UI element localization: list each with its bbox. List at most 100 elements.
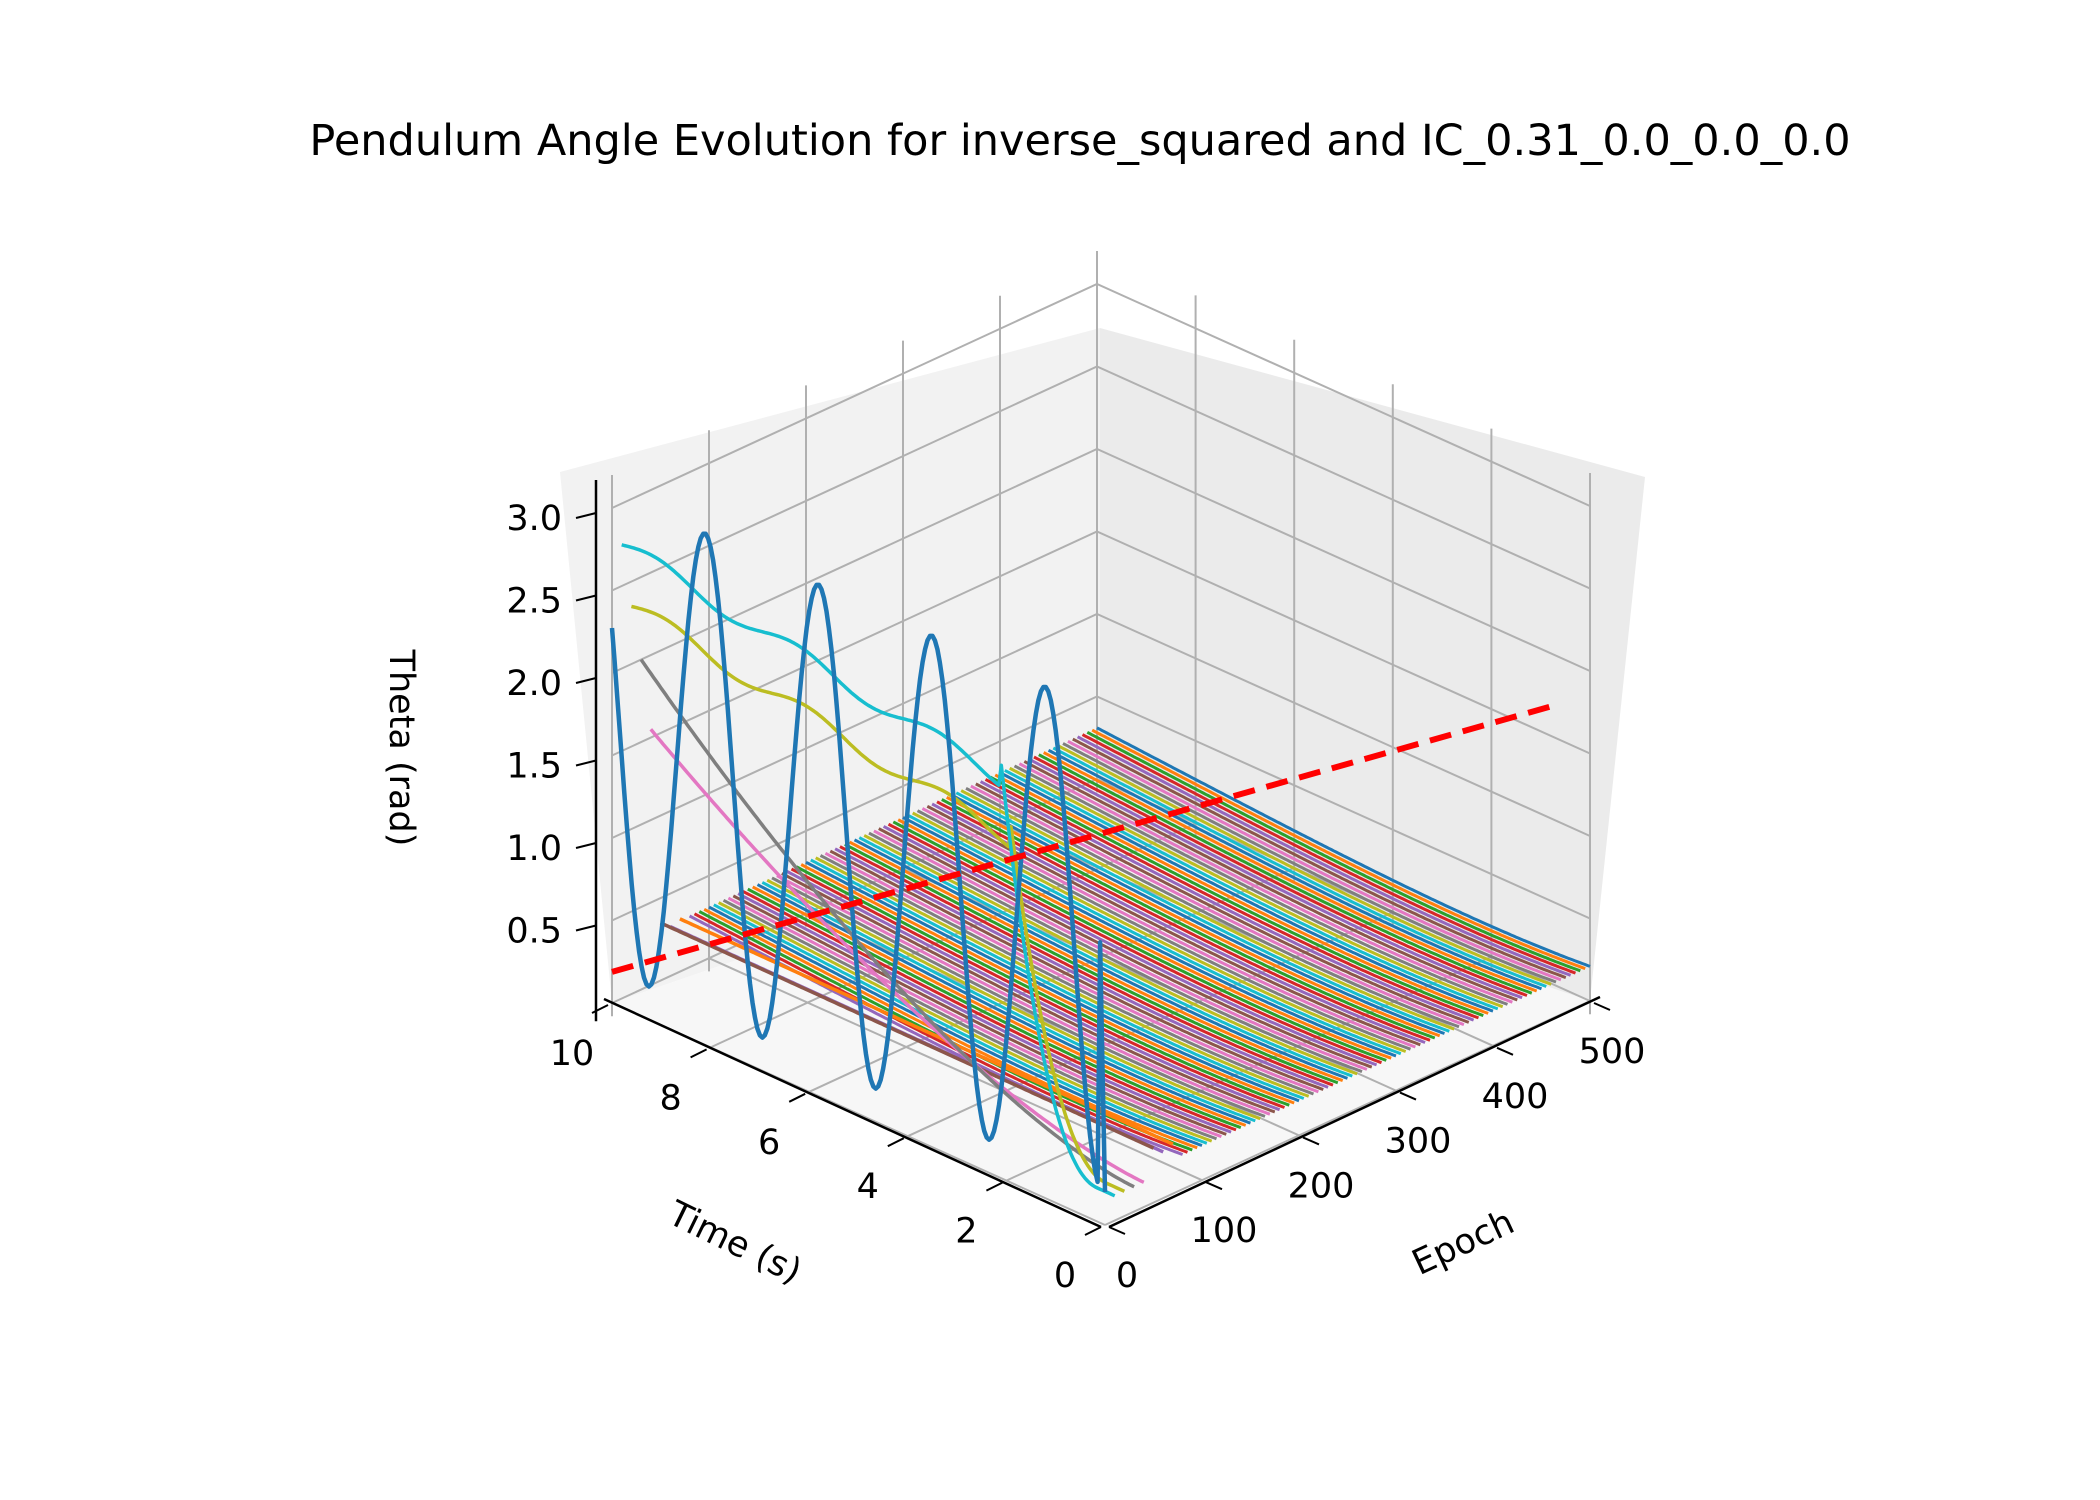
- series-line-epoch-70: [679, 917, 1174, 1146]
- converged-series-line: [921, 807, 1416, 1049]
- series-line-epoch-10: [621, 543, 1116, 1198]
- y-tick-label: 0: [1054, 1256, 1076, 1296]
- converged-series-line: [1023, 760, 1518, 1002]
- y-tick-label: 10: [550, 1034, 595, 1074]
- converged-series-line: [708, 905, 1203, 1147]
- x-tick-label: 500: [1579, 1032, 1646, 1072]
- z-tick-label: 3.0: [506, 499, 562, 539]
- z-tick-mark: [575, 759, 597, 767]
- converged-series-line: [810, 858, 1305, 1100]
- converged-series-line: [1028, 757, 1523, 1000]
- converged-series-line: [1072, 737, 1567, 980]
- x-tick-label: 100: [1191, 1211, 1258, 1251]
- series-line-epoch-30: [639, 658, 1135, 1189]
- converged-series-line: [703, 907, 1198, 1150]
- floor-grid-epoch: [708, 957, 1203, 1182]
- wall-grid-horizontal: [611, 530, 1591, 757]
- series-line-epoch-0: [609, 531, 1108, 1193]
- y-tick-mark: [591, 1004, 609, 1014]
- z-tick-mark: [575, 677, 597, 684]
- x-tick-mark: [1108, 1226, 1126, 1235]
- converged-series-line: [882, 825, 1378, 1067]
- x-axis-line: [1108, 995, 1601, 1229]
- converged-series-line: [781, 872, 1276, 1114]
- chart-title: Pendulum Angle Evolution for inverse_squ…: [309, 116, 1850, 166]
- axes: [575, 480, 1611, 1236]
- converged-series-line: [902, 816, 1397, 1058]
- converged-series-line: [718, 901, 1213, 1143]
- converged-series-line: [892, 820, 1387, 1062]
- converged-series-line: [756, 883, 1251, 1125]
- x-tick-mark: [1399, 1091, 1417, 1101]
- converged-series-line: [936, 800, 1431, 1042]
- z-tick-mark: [575, 842, 597, 849]
- y-tick-mark: [690, 1048, 708, 1059]
- z-tick-label: 1.0: [506, 829, 562, 869]
- converged-series-line: [945, 795, 1441, 1038]
- converged-series-line: [984, 778, 1480, 1020]
- converged-series-line: [955, 791, 1450, 1033]
- converged-series-line: [824, 851, 1319, 1094]
- converged-series-line: [1042, 751, 1538, 993]
- converged-series-line: [1004, 769, 1499, 1011]
- converged-series-line: [1009, 766, 1504, 1009]
- converged-series-line: [950, 793, 1445, 1035]
- tick-labels: 0 100 200 300 400 500 0 2 4 6 8 10 0.5 1.0 1.5 2.0 2.5 3.…: [506, 499, 1645, 1296]
- z-tick-mark: [575, 512, 597, 519]
- z-tick-label: 2.0: [506, 664, 562, 704]
- wall-grid-horizontal: [611, 282, 1591, 509]
- y-tick-mark: [1084, 1226, 1102, 1236]
- converged-series-line: [1038, 753, 1533, 995]
- x-tick-label: 0: [1116, 1256, 1138, 1296]
- converged-series-line: [989, 775, 1484, 1018]
- converged-series-line: [1096, 726, 1591, 968]
- wall-grid-horizontal: [611, 365, 1591, 592]
- z-axis-label: Theta (rad): [381, 649, 421, 847]
- converged-series-line: [994, 773, 1489, 1015]
- z-tick-mark: [575, 594, 597, 602]
- converged-series-line: [815, 856, 1310, 1098]
- converged-series-line: [795, 865, 1290, 1107]
- wall-grid-horizontal: [611, 447, 1591, 674]
- converged-series-line: [844, 842, 1339, 1085]
- z-tick-mark: [575, 924, 597, 932]
- converged-series-line: [1047, 748, 1543, 991]
- converged-series-line: [1018, 762, 1513, 1004]
- series-line-epoch-50: [659, 921, 1155, 1150]
- converged-series-line: [960, 789, 1455, 1031]
- y-tick-mark: [887, 1137, 905, 1148]
- converged-series-line: [713, 903, 1208, 1145]
- y-tick-mark: [788, 1092, 806, 1103]
- converged-series-line: [1086, 730, 1581, 973]
- x-tick-label: 300: [1385, 1122, 1452, 1162]
- converged-series-line: [916, 809, 1412, 1051]
- x-tick-label: 200: [1288, 1166, 1355, 1206]
- converged-series-line: [751, 885, 1247, 1127]
- converged-series-line: [912, 811, 1407, 1053]
- y-tick-label: 8: [659, 1078, 681, 1118]
- converged-series-line: [907, 813, 1402, 1056]
- converged-series-line: [1033, 755, 1528, 997]
- converged-series-line: [800, 863, 1295, 1105]
- z-tick-label: 1.5: [506, 747, 562, 787]
- converged-series-line: [732, 894, 1227, 1136]
- wall-grid-horizontal: [611, 695, 1591, 922]
- converged-series-line: [742, 890, 1237, 1132]
- converged-series-line: [727, 896, 1222, 1139]
- converged-series-line: [1081, 733, 1577, 975]
- converged-series-line: [897, 818, 1392, 1060]
- y-tick-label: 6: [758, 1123, 780, 1163]
- series-line-epoch-20: [630, 604, 1126, 1193]
- converged-series-line: [1052, 746, 1547, 988]
- x-tick-mark: [1205, 1181, 1223, 1191]
- converged-series-line: [1067, 739, 1562, 982]
- converged-series-line: [834, 847, 1329, 1089]
- wall-grid-horizontal: [611, 612, 1591, 839]
- converged-series-line: [1091, 728, 1586, 971]
- converged-series-line: [999, 771, 1494, 1013]
- y-tick-label: 4: [857, 1167, 879, 1207]
- converged-series-line: [766, 878, 1261, 1121]
- converged-series-line: [887, 822, 1383, 1065]
- converged-series-line: [1062, 742, 1557, 984]
- y-tick-mark: [985, 1181, 1003, 1192]
